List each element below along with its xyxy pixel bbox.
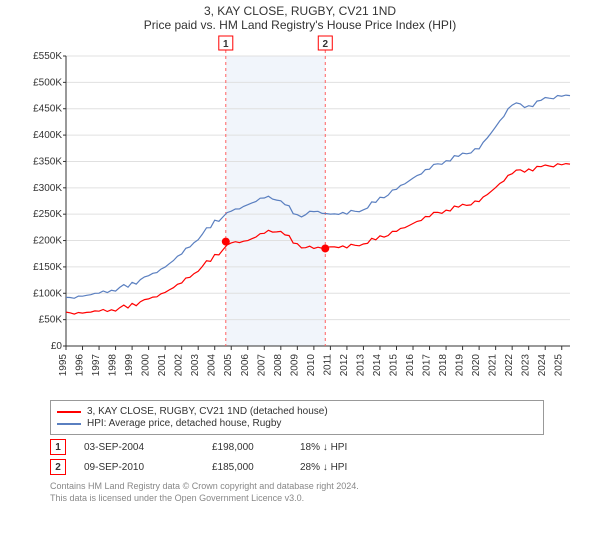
svg-text:2012: 2012 [339,354,350,377]
svg-text:2016: 2016 [405,354,416,377]
svg-text:2005: 2005 [223,354,234,377]
svg-text:£550K: £550K [33,51,62,62]
svg-text:1999: 1999 [124,354,135,377]
chart-title-1: 3, KAY CLOSE, RUGBY, CV21 1ND [0,4,600,18]
svg-text:2024: 2024 [537,354,548,377]
legend-label: 3, KAY CLOSE, RUGBY, CV21 1ND (detached … [87,406,328,417]
chart-area: £0 £50K £100K £150K £200K £250K £300K £350K £400… [20,34,580,394]
svg-text:2006: 2006 [240,354,251,377]
svg-text:2014: 2014 [372,354,383,377]
svg-text:£200K: £200K [33,236,62,247]
chart-title-2: Price paid vs. HM Land Registry's House … [0,18,600,32]
svg-text:£100K: £100K [33,288,62,299]
svg-text:2003: 2003 [190,354,201,377]
svg-text:2025: 2025 [554,354,565,377]
transaction-row: 2 09-SEP-2010 £185,000 28% ↓ HPI [50,459,530,475]
svg-text:2018: 2018 [438,354,449,377]
legend-box: 3, KAY CLOSE, RUGBY, CV21 1ND (detached … [50,400,544,435]
svg-text:£300K: £300K [33,183,62,194]
svg-text:2011: 2011 [322,354,333,376]
transactions-table: 1 03-SEP-2004 £198,000 18% ↓ HPI 2 09-SE… [50,439,530,475]
svg-text:2022: 2022 [504,354,515,377]
legend-swatch [57,423,81,425]
svg-text:£350K: £350K [33,156,62,167]
svg-text:£400K: £400K [33,130,62,141]
svg-text:1995: 1995 [58,354,69,377]
footer-line-1: Contains HM Land Registry data © Crown c… [50,481,580,493]
svg-text:£50K: £50K [39,315,63,326]
svg-text:£0: £0 [51,341,63,352]
legend-swatch [57,411,81,413]
svg-text:2007: 2007 [256,354,267,377]
svg-text:2004: 2004 [207,354,218,377]
svg-text:2023: 2023 [521,354,532,377]
svg-text:2021: 2021 [488,354,499,377]
transaction-date: 09-SEP-2010 [84,462,194,473]
legend-item: 3, KAY CLOSE, RUGBY, CV21 1ND (detached … [57,406,537,417]
transaction-row: 1 03-SEP-2004 £198,000 18% ↓ HPI [50,439,530,455]
svg-text:£450K: £450K [33,104,62,115]
legend-item: HPI: Average price, detached house, Rugb… [57,418,537,429]
svg-text:£500K: £500K [33,77,62,88]
footer: Contains HM Land Registry data © Crown c… [50,481,580,504]
svg-text:2015: 2015 [388,354,399,377]
transaction-marker: 1 [50,439,66,455]
svg-text:£250K: £250K [33,209,62,220]
svg-text:2020: 2020 [471,354,482,377]
svg-text:2013: 2013 [355,354,366,377]
svg-text:2019: 2019 [455,354,466,377]
svg-text:1997: 1997 [91,354,102,377]
svg-text:£150K: £150K [33,262,62,273]
svg-text:1: 1 [223,39,229,50]
transaction-date: 03-SEP-2004 [84,442,194,453]
svg-text:2001: 2001 [157,354,168,377]
svg-text:2009: 2009 [289,354,300,377]
transaction-price: £198,000 [212,442,282,453]
transaction-diff: 18% ↓ HPI [300,442,390,453]
svg-text:2002: 2002 [174,354,185,377]
svg-text:2: 2 [322,39,328,50]
svg-text:1998: 1998 [108,354,119,377]
svg-text:2000: 2000 [141,354,152,377]
footer-line-2: This data is licensed under the Open Gov… [50,493,580,505]
svg-text:1996: 1996 [75,354,86,377]
svg-text:2008: 2008 [273,354,284,377]
transaction-price: £185,000 [212,462,282,473]
chart-svg: £0 £50K £100K £150K £200K £250K £300K £350K £400… [20,34,580,394]
svg-text:2010: 2010 [306,354,317,377]
svg-text:2017: 2017 [422,354,433,377]
transaction-marker: 2 [50,459,66,475]
transaction-diff: 28% ↓ HPI [300,462,390,473]
chart-title-block: 3, KAY CLOSE, RUGBY, CV21 1ND Price paid… [0,0,600,34]
legend-label: HPI: Average price, detached house, Rugb… [87,418,281,429]
